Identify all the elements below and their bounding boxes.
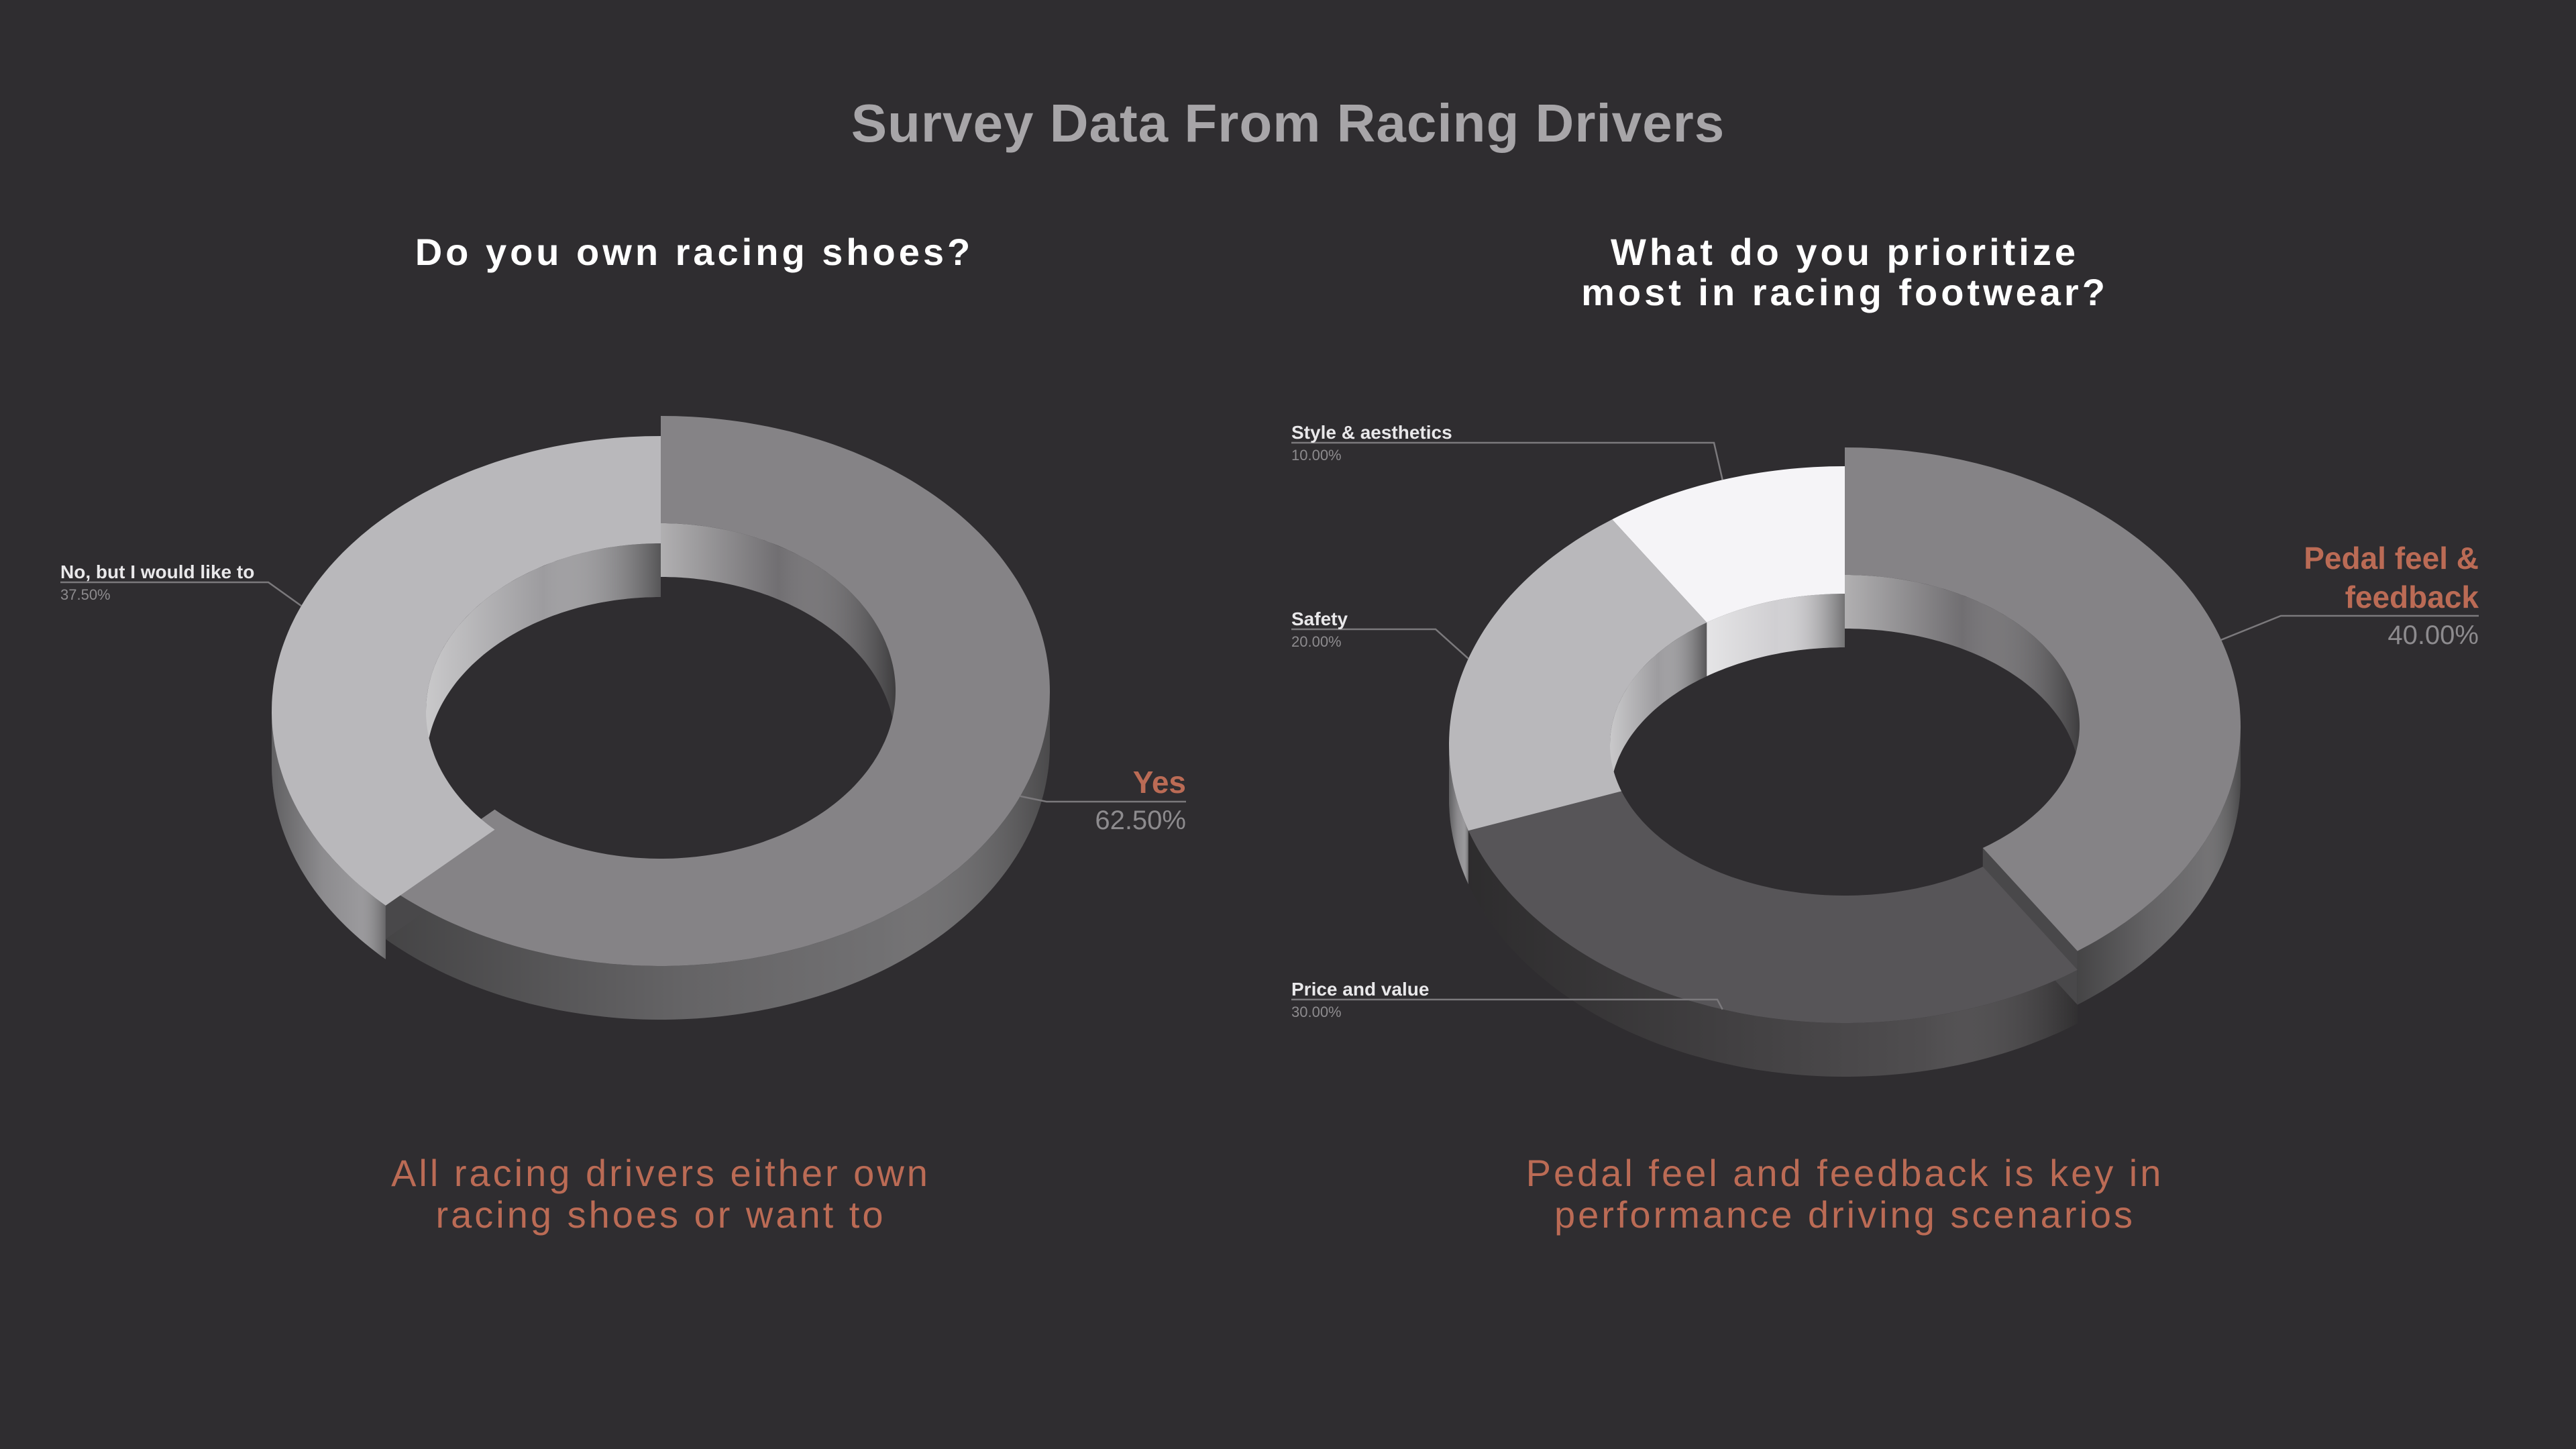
donut2-inner-wall-shade bbox=[1845, 575, 2080, 780]
donut1-label-no-but-i-would-like-to: No, but I would like to bbox=[60, 561, 254, 582]
donut2-label-pedal-feel-feedback: Pedal feel & bbox=[2304, 541, 2479, 576]
donut2-value-pedal-feel-feedback: 40.00% bbox=[2387, 621, 2479, 650]
donut2-outer-wall-shade bbox=[1468, 830, 2078, 1077]
donut1-label-yes: Yes bbox=[1133, 765, 1186, 800]
donut2-slice-safety bbox=[1449, 519, 1707, 831]
donut-chart-2: Pedal feel & feedback 40.00% Price and valu… bbox=[1291, 422, 2479, 1077]
donut2-value-price-and-value: 30.00% bbox=[1291, 1004, 1342, 1020]
chart-1-takeaway-line-1: All racing drivers either own bbox=[391, 1152, 930, 1194]
donut2-label-style-aesthetics: Style & aesthetics bbox=[1291, 422, 1452, 443]
chart-1-title-line: Do you own racing shoes? bbox=[415, 231, 974, 273]
donut2-outer-wall-shade bbox=[1449, 745, 1468, 885]
donut2-inner-wall-shade bbox=[1707, 594, 1845, 676]
chart-2-title-line-2: most in racing footwear? bbox=[1581, 271, 2108, 313]
chart-1-takeaway-line-2: racing shoes or want to bbox=[435, 1193, 886, 1236]
donut2-value-style-aesthetics: 10.00% bbox=[1291, 447, 1342, 464]
donut2-inner-wall-shade bbox=[1610, 623, 1707, 798]
donut2-label-price-and-value: Price and value bbox=[1291, 979, 1429, 1000]
chart-1-takeaway: All racing drivers either own racing sho… bbox=[241, 1152, 1080, 1236]
donut1-inner-wall-shade bbox=[426, 543, 661, 765]
donut1-inner-wall-shade bbox=[661, 523, 896, 745]
donut1-slice-yes bbox=[385, 416, 1050, 966]
donut2-label-safety: Safety bbox=[1291, 608, 1348, 629]
donut1-value-no-but-i-would-like-to: 37.50% bbox=[60, 586, 111, 603]
donut-chart-1: Yes 62.50% No, but I would like to 37.50% bbox=[60, 416, 1186, 1020]
donut2-leader-line bbox=[2220, 614, 2479, 641]
donut2-label-pedal-feel-feedback: feedback bbox=[2345, 580, 2479, 614]
donut2-slice-pedal-feel-feedback bbox=[1845, 447, 2241, 951]
donut1-outer-wall-shade bbox=[272, 711, 386, 959]
donut1-leader-line bbox=[60, 581, 302, 607]
donut2-outer-wall-shade bbox=[2077, 726, 2241, 1005]
chart-2-title: What do you prioritize most in racing fo… bbox=[1392, 232, 2298, 313]
chart-2-takeaway-line-1: Pedal feel and feedback is key in bbox=[1525, 1152, 2164, 1194]
donut1-leader-line bbox=[1020, 795, 1186, 803]
donut1-value-yes: 62.50% bbox=[1095, 806, 1186, 835]
donut2-slice-style-aesthetics bbox=[1612, 466, 1845, 623]
donut2-value-safety: 20.00% bbox=[1291, 633, 1342, 650]
donut1-slice-no-but-i-would-like-to bbox=[272, 436, 661, 906]
chart-2-takeaway-line-2: performance driving scenarios bbox=[1554, 1193, 2136, 1236]
donut2-leader-line bbox=[1291, 441, 1723, 480]
donut1-outer-wall-shade bbox=[385, 691, 1050, 1020]
chart-1-title: Do you own racing shoes? bbox=[241, 232, 1147, 272]
chart-2-title-line-1: What do you prioritize bbox=[1611, 231, 2079, 273]
donut2-slice-price-and-value bbox=[1468, 791, 2078, 1023]
chart-2-takeaway: Pedal feel and feedback is key in perfor… bbox=[1392, 1152, 2298, 1236]
main-title: Survey Data From Racing Drivers bbox=[851, 93, 1725, 153]
donut2-leader-line bbox=[1291, 628, 1469, 659]
donut2-leader-line bbox=[1291, 998, 1723, 1010]
